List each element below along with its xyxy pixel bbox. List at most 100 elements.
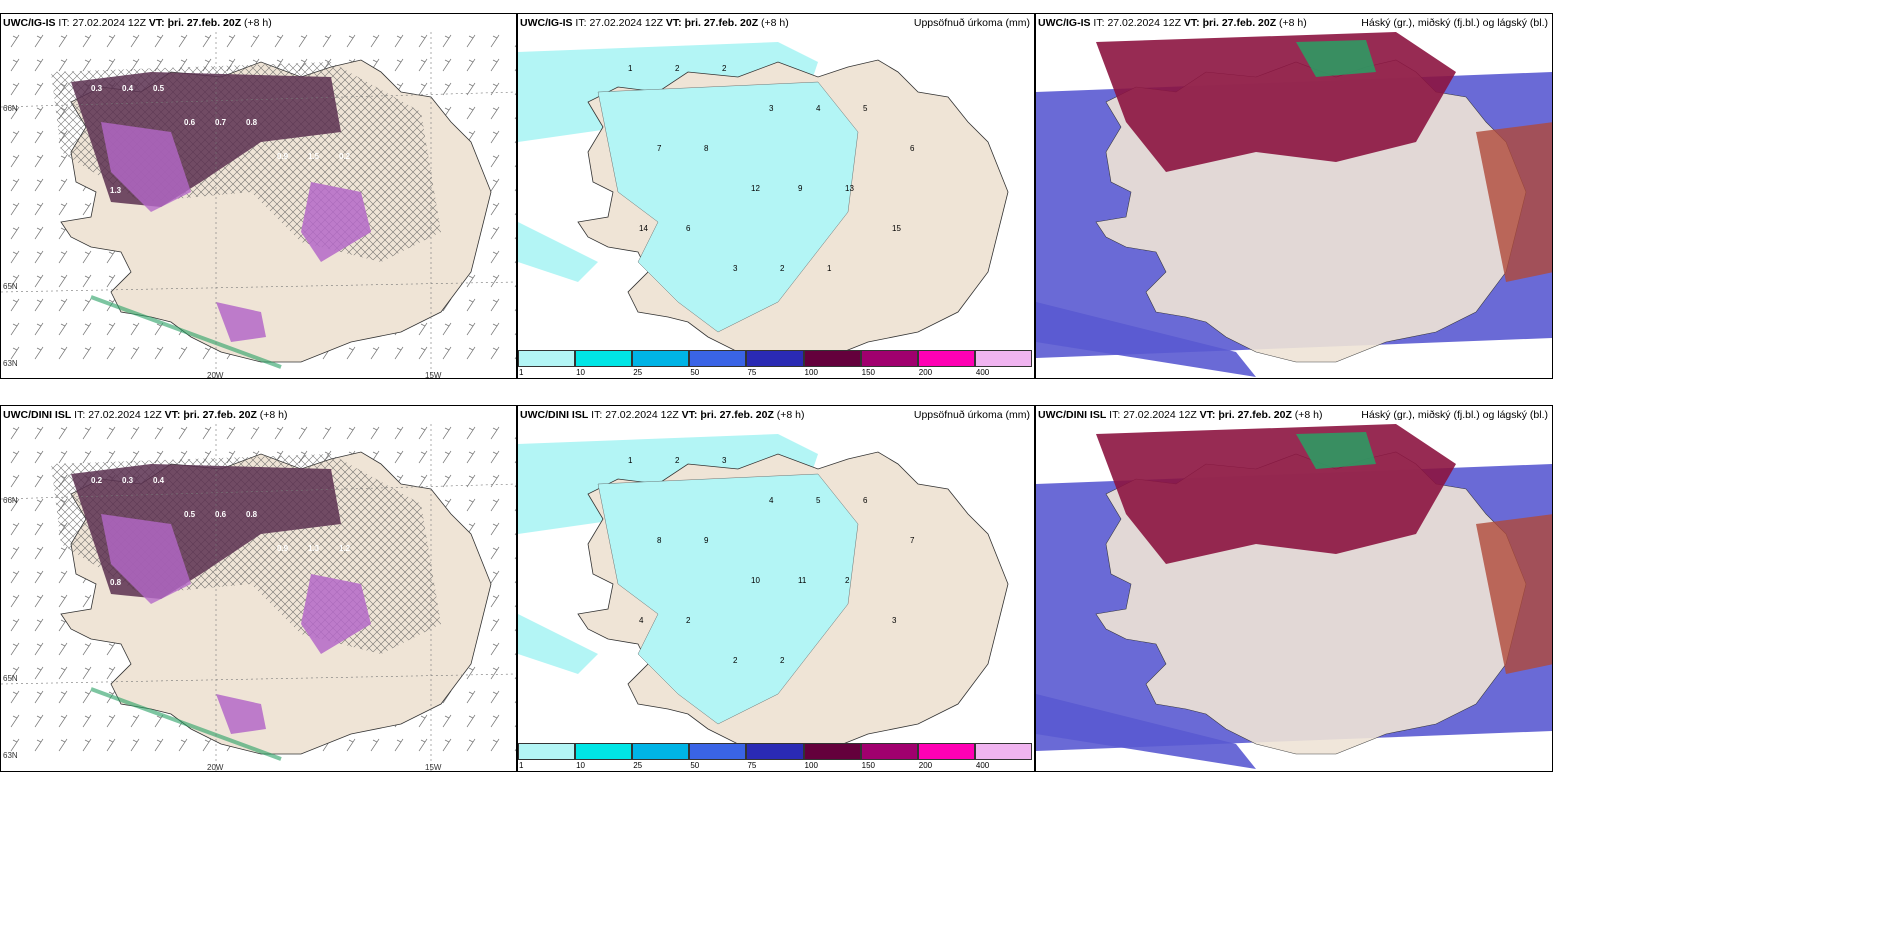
cloud-value-label: 0.3 <box>122 476 134 485</box>
wind-barb <box>10 154 20 168</box>
colorbar-tick-label: 50 <box>690 368 700 377</box>
wind-barb <box>418 714 428 728</box>
mid-cloud <box>1476 514 1552 674</box>
wind-barb <box>370 34 380 48</box>
wind-barb <box>10 34 20 48</box>
colorbar-tick-label: 100 <box>804 761 818 770</box>
wind-barb <box>34 450 44 464</box>
precip-value-label: 6 <box>863 496 868 505</box>
model-name: UWC/IG-IS <box>520 17 573 29</box>
cloud-value-label: 1.2 <box>339 544 351 553</box>
cloud-value-label: 1.3 <box>110 186 122 195</box>
wind-barb <box>346 738 356 752</box>
wind-barb <box>466 474 476 488</box>
wind-barb <box>58 346 68 360</box>
wind-barb <box>490 202 500 216</box>
map-panel-2: UWC/IG-IS IT: 27.02.2024 12Z VT: þri. 27… <box>517 13 1035 379</box>
wind-barb <box>58 594 68 608</box>
colorbar-swatch <box>689 743 747 760</box>
colorbar-tick-label: 25 <box>633 368 643 377</box>
valid-time: þri. 27.feb. 20Z <box>1218 409 1292 421</box>
wind-barb <box>514 676 516 680</box>
wind-barb <box>58 570 68 584</box>
wind-barb <box>466 498 476 512</box>
wind-barb <box>442 474 452 488</box>
precip-area <box>518 222 598 282</box>
wind-barb <box>82 274 92 288</box>
wind-barb <box>34 298 44 312</box>
valid-time: þri. 27.feb. 20Z <box>183 409 257 421</box>
colorbar: 1 10 25 50 75 100 150 200 400 <box>518 350 1034 378</box>
wind-barb <box>82 642 92 656</box>
cloud-value-label: 0.2 <box>91 476 103 485</box>
init-time-label: IT: <box>1093 17 1105 29</box>
wind-barb <box>34 522 44 536</box>
colorbar-swatch <box>575 743 633 760</box>
axis-label-lon-right: 15W <box>425 763 442 772</box>
wind-barb <box>514 604 516 608</box>
map-area <box>1 32 516 378</box>
lat-gridline <box>1 673 516 685</box>
wind-barb <box>490 690 500 704</box>
precip-value-label: 2 <box>675 64 680 73</box>
cloud-value-label: 0.6 <box>215 510 227 519</box>
wind-barb <box>106 642 116 656</box>
wind-barb <box>514 556 516 560</box>
precip-value-label: 8 <box>704 144 709 153</box>
wind-barb <box>514 308 516 312</box>
precip-value-label: 7 <box>657 144 662 153</box>
wind-barb <box>418 426 428 440</box>
wind-barb <box>58 58 68 72</box>
wind-barb <box>130 426 140 440</box>
cloud-value-label: 0.5 <box>184 510 196 519</box>
wind-barb <box>34 498 44 512</box>
precip-value-label: 6 <box>910 144 915 153</box>
precip-area <box>597 473 859 725</box>
wind-barb <box>514 164 516 168</box>
lead-time: (+8 h) <box>776 409 805 421</box>
wind-barb <box>514 628 516 632</box>
map-panel-5: UWC/DINI ISL IT: 27.02.2024 12Z VT: þri.… <box>517 405 1035 772</box>
valid-time: þri. 27.feb. 20Z <box>167 17 242 29</box>
wind-barb <box>514 68 516 72</box>
precip-value-label: 7 <box>910 536 915 545</box>
wind-barb <box>106 450 116 464</box>
product-title: Háský (gr.), miðský (fj.bl.) og lágský (… <box>1361 17 1548 29</box>
axis-label-lat-bottom: 65N <box>3 674 18 683</box>
wind-barb <box>106 738 116 752</box>
panel-header: UWC/IG-IS IT: 27.02.2024 12Z VT: þri. 27… <box>1036 14 1552 32</box>
init-time-label: IT: <box>591 409 603 421</box>
map-area <box>1036 32 1552 378</box>
precip-value-label: 3 <box>733 264 738 273</box>
wind-barb <box>490 58 500 72</box>
wind-barb <box>490 250 500 264</box>
colorbar-swatch <box>803 743 861 760</box>
wind-barb <box>106 34 116 48</box>
init-time-label: IT: <box>58 17 70 29</box>
wind-barb <box>418 346 428 360</box>
cloud-contour <box>216 694 266 734</box>
wind-barb <box>514 460 516 464</box>
init-time-label: IT: <box>575 17 587 29</box>
colorbar-swatch <box>575 350 633 367</box>
wind-barb <box>34 250 44 264</box>
init-time: 27.02.2024 12Z <box>1107 17 1181 29</box>
colorbar-swatch <box>746 743 804 760</box>
wind-barb <box>10 82 20 96</box>
wind-barb <box>490 642 500 656</box>
wind-barb <box>10 106 20 120</box>
high-cloud <box>1296 432 1376 469</box>
colorbar-swatch <box>917 743 975 760</box>
wind-barb <box>10 690 20 704</box>
wind-barb <box>10 130 20 144</box>
wind-barb <box>490 426 500 440</box>
colorbar-swatch <box>974 350 1032 367</box>
wind-barb <box>10 546 20 560</box>
valid-time-label: VT: <box>1183 17 1200 29</box>
wind-barb <box>130 450 140 464</box>
precip-value-label: 2 <box>733 656 738 665</box>
wind-barb <box>58 274 68 288</box>
wind-barb <box>466 666 476 680</box>
wind-barb <box>202 426 212 440</box>
precip-value-label: 6 <box>686 224 691 233</box>
